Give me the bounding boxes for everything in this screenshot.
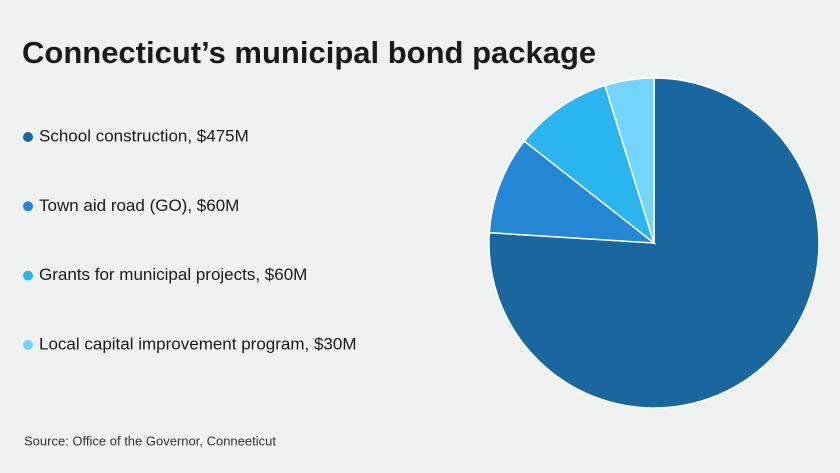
legend-label: Local capital improvement program, $30M [39, 334, 356, 353]
legend-marker [23, 201, 33, 212]
pie-slice [488, 77, 820, 409]
legend-label: Town aid road (GO), $60M [39, 196, 239, 215]
legend-marker [23, 339, 33, 350]
legend-marker [23, 132, 33, 142]
legend-label: School construction, $475M [39, 126, 249, 145]
chart-title: Connecticut’s municipal bond package [22, 35, 596, 70]
legend-marker [23, 270, 33, 281]
legend-label: Grants for municipal projects, $60M [39, 265, 307, 284]
pie-slice [523, 84, 656, 246]
pie-slice [488, 139, 657, 244]
pie-slice [604, 77, 655, 244]
source: Source: Office of the Governor, Conneeti… [24, 433, 276, 448]
